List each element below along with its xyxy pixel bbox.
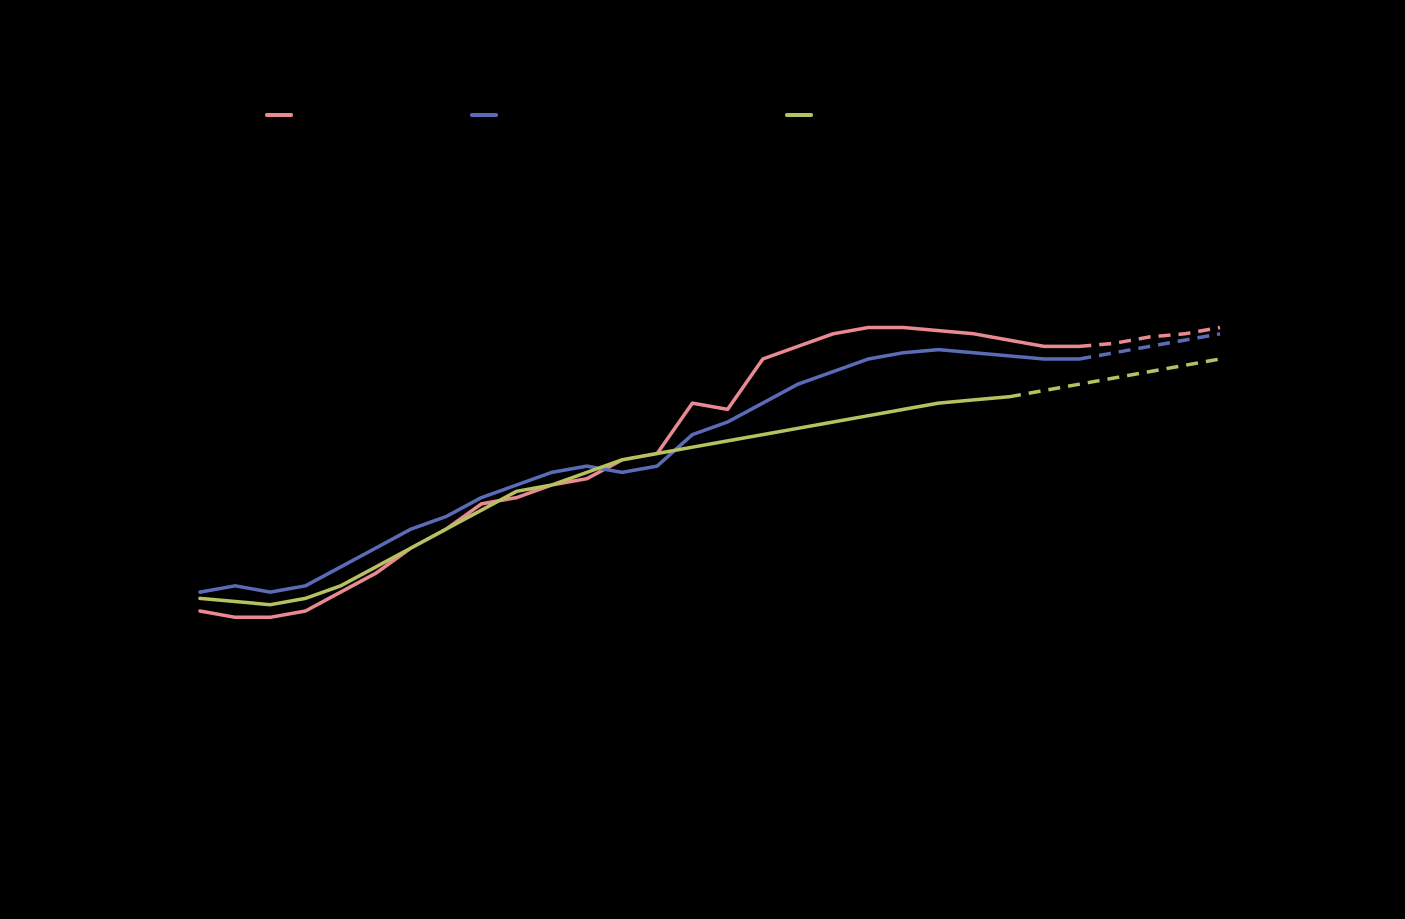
legend-swatch	[470, 113, 498, 117]
line-chart	[0, 0, 1405, 919]
legend-swatch	[785, 113, 813, 117]
chart-background	[0, 0, 1405, 919]
legend-swatch	[265, 113, 293, 117]
